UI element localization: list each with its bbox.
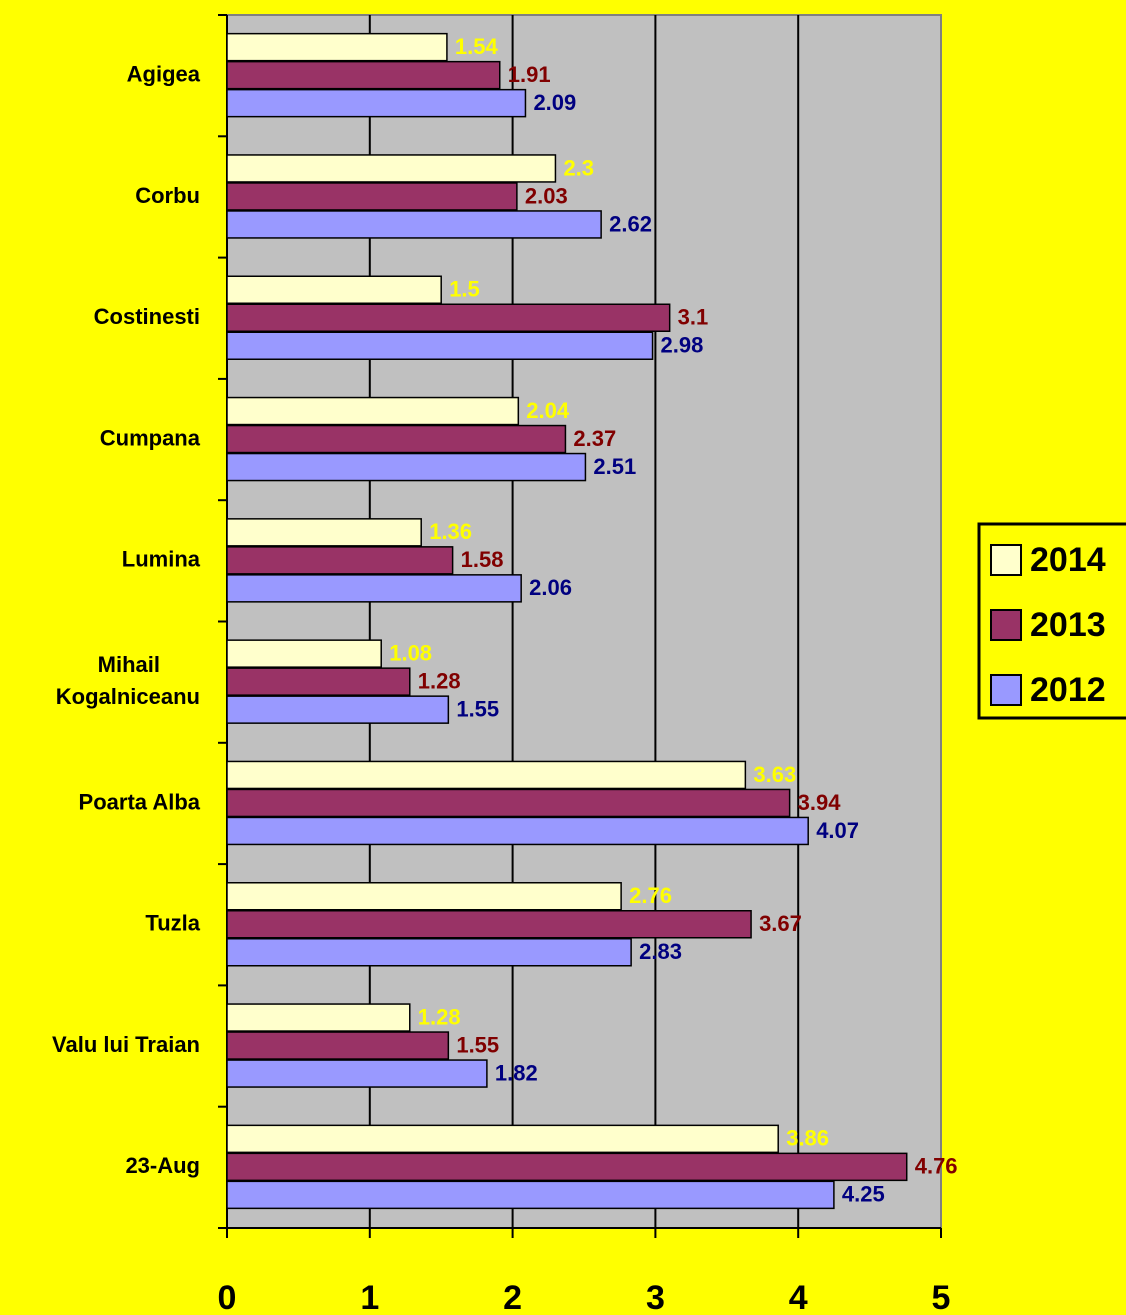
bar — [226, 938, 632, 967]
data-label: 2.62 — [609, 211, 652, 236]
bar — [226, 695, 450, 724]
y-tick-label: Tuzla — [145, 911, 200, 936]
y-tick-label: Poarta Alba — [79, 789, 201, 814]
data-label: 1.91 — [508, 62, 551, 87]
bar — [226, 303, 671, 332]
bar — [226, 424, 567, 454]
bar — [226, 1124, 779, 1154]
legend-swatch — [990, 609, 1022, 641]
y-tick-label: 23-Aug — [125, 1153, 200, 1178]
bar — [226, 546, 454, 575]
bar — [226, 788, 791, 818]
legend-swatch — [990, 674, 1022, 706]
bar — [226, 210, 602, 239]
bar — [226, 182, 518, 211]
y-tick-label: Costinesti — [94, 304, 200, 329]
data-label: 2.04 — [526, 398, 570, 423]
label-line: Mihail — [98, 652, 160, 677]
bar — [226, 760, 747, 790]
data-label: 1.08 — [389, 640, 432, 665]
data-label: 1.36 — [429, 519, 472, 544]
data-label: 1.54 — [455, 34, 499, 59]
data-label: 3.67 — [759, 911, 802, 936]
bar — [226, 667, 411, 696]
label-line: Kogalniceanu — [56, 684, 200, 709]
data-label: 1.58 — [461, 547, 504, 572]
data-label: 4.25 — [842, 1182, 885, 1207]
bar — [226, 275, 442, 304]
x-tick-label: 0 — [218, 1279, 237, 1315]
legend-label: 2012 — [1030, 671, 1106, 709]
data-label: 3.86 — [786, 1126, 829, 1151]
bar — [226, 574, 522, 603]
data-label: 4.07 — [816, 818, 859, 843]
data-label: 2.98 — [661, 333, 704, 358]
data-label: 2.51 — [593, 454, 636, 479]
bar — [226, 396, 520, 426]
data-label: 1.55 — [456, 1032, 499, 1057]
y-tick-label: Lumina — [122, 547, 201, 572]
bar — [226, 1031, 450, 1060]
x-tick-label: 4 — [789, 1279, 808, 1315]
data-label: 2.09 — [533, 90, 576, 115]
x-tick-label: 2 — [503, 1279, 522, 1315]
y-tick-label: Mihail Kogalniceanu — [56, 652, 200, 709]
data-label: 4.76 — [915, 1154, 958, 1179]
data-label: 2.03 — [525, 183, 568, 208]
bar — [226, 1003, 411, 1032]
y-tick-label: Valu lui Traian — [52, 1032, 200, 1057]
bar — [226, 816, 809, 846]
bar — [226, 639, 382, 668]
bar — [226, 910, 752, 939]
data-label: 1.82 — [495, 1060, 538, 1085]
bar — [226, 518, 422, 547]
y-tick-label: Agigea — [127, 61, 201, 86]
x-tick-label: 1 — [360, 1279, 379, 1315]
bar — [226, 88, 527, 118]
bar — [226, 1180, 835, 1210]
data-label: 3.1 — [678, 305, 709, 330]
x-tick-label: 3 — [646, 1279, 665, 1315]
data-label: 3.63 — [753, 762, 796, 787]
bar — [226, 882, 622, 911]
bar — [226, 32, 448, 62]
data-label: 3.94 — [798, 790, 842, 815]
data-label: 2.3 — [563, 155, 594, 180]
y-tick-label: Cumpana — [100, 425, 201, 450]
legend-label: 2013 — [1030, 606, 1106, 644]
data-label: 1.55 — [456, 696, 499, 721]
data-label: 2.06 — [529, 575, 572, 600]
data-label: 2.37 — [573, 426, 616, 451]
x-tick-label: 5 — [932, 1279, 951, 1315]
bar — [226, 1059, 488, 1088]
bar — [226, 60, 501, 90]
y-tick-label: Corbu — [135, 183, 200, 208]
legend-label: 2014 — [1030, 541, 1106, 579]
bar — [226, 154, 557, 183]
data-label: 2.76 — [629, 883, 672, 908]
legend-swatch — [990, 544, 1022, 576]
data-label: 1.28 — [418, 668, 461, 693]
data-label: 2.83 — [639, 939, 682, 964]
bar — [226, 452, 587, 482]
data-label: 1.5 — [449, 277, 480, 302]
bar — [226, 331, 654, 360]
data-label: 1.28 — [418, 1004, 461, 1029]
bar — [226, 1152, 908, 1182]
